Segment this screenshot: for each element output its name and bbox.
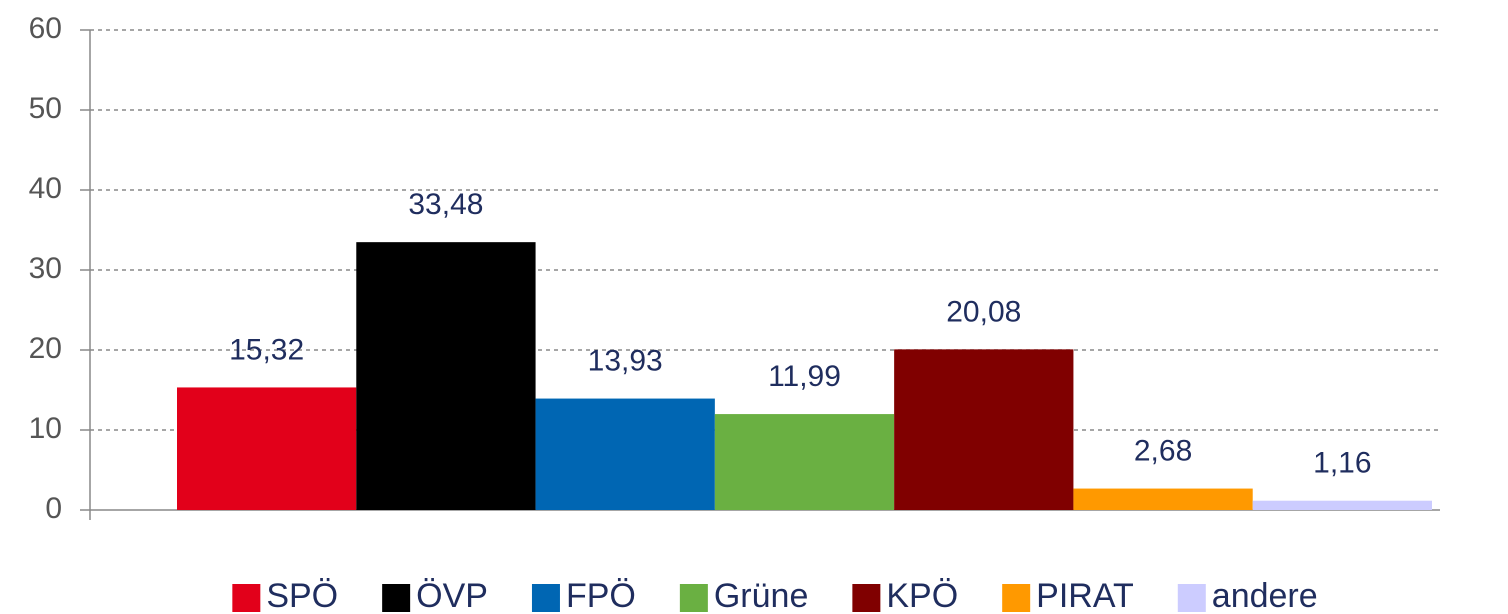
bar (177, 387, 357, 510)
legend-swatch (1177, 584, 1206, 612)
bar (894, 349, 1074, 510)
value-label: 1,16 (1313, 447, 1371, 480)
legend-label: PIRAT (1036, 577, 1134, 614)
legend-swatch (1002, 584, 1031, 612)
y-tick-label: 60 (29, 12, 62, 45)
legend-swatch (852, 584, 881, 612)
legend-label: SPÖ (266, 577, 338, 614)
bar (356, 242, 536, 510)
legend-label: Grüne (714, 577, 809, 614)
legend-label: andere (1212, 577, 1318, 614)
bar (535, 398, 715, 510)
legend-swatch (382, 584, 411, 612)
bar (714, 414, 895, 510)
y-tick-label: 10 (29, 412, 62, 445)
value-label: 2,68 (1134, 434, 1192, 467)
legend-label: ÖVP (416, 577, 488, 614)
value-label: 33,48 (408, 188, 483, 221)
legend-swatch (531, 584, 560, 612)
value-label: 15,32 (229, 333, 304, 366)
value-label: 13,93 (588, 344, 663, 377)
y-tick-label: 0 (45, 492, 62, 525)
y-tick-label: 40 (29, 172, 62, 205)
y-tick-label: 30 (29, 252, 62, 285)
legend-label: KPÖ (886, 577, 958, 614)
legend-swatch (232, 584, 261, 612)
y-tick-label: 20 (29, 332, 62, 365)
y-tick-label: 50 (29, 92, 62, 125)
bar (1073, 488, 1253, 510)
value-label: 11,99 (768, 360, 841, 393)
value-label: 20,08 (946, 295, 1021, 328)
bar (1252, 500, 1432, 510)
legend-label: FPÖ (566, 577, 636, 614)
legend-swatch (679, 584, 708, 612)
